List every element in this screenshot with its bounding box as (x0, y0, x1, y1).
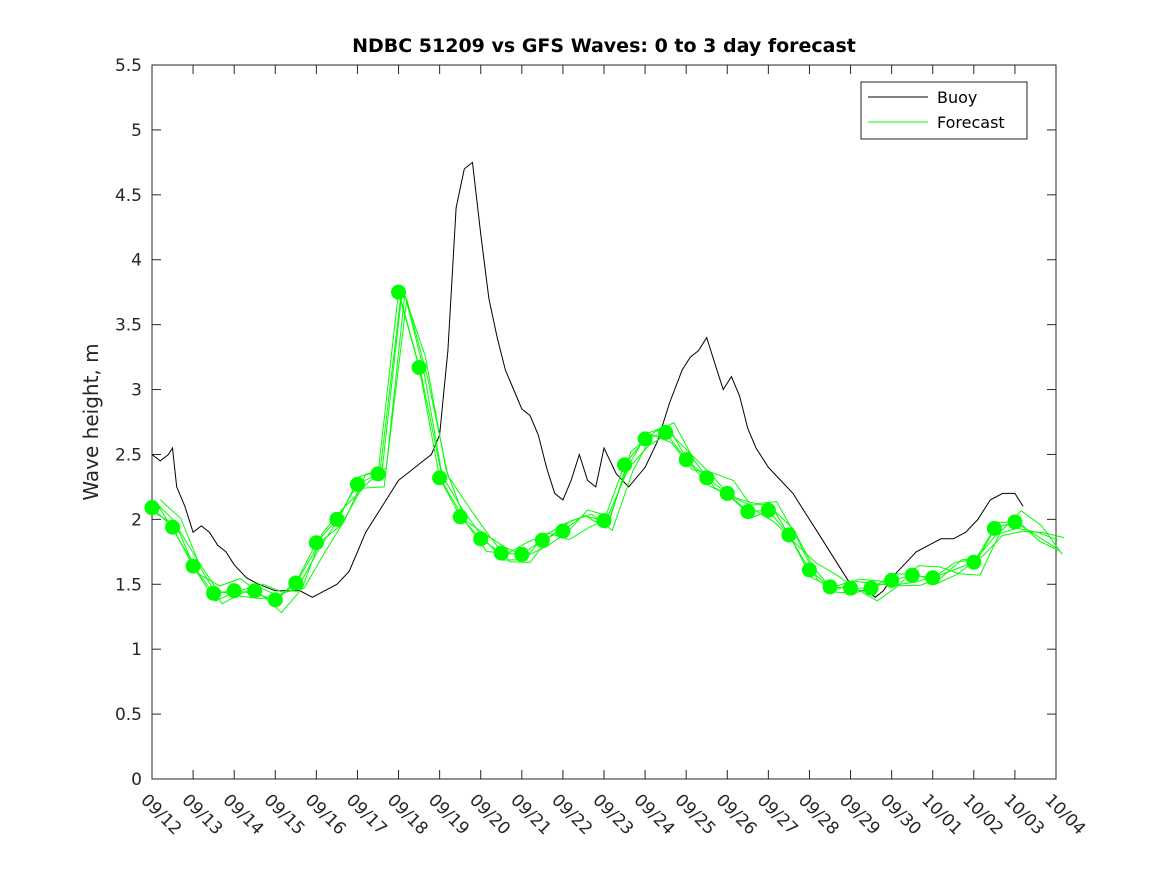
forecast-marker (760, 502, 776, 518)
forecast-marker (165, 519, 181, 535)
forecast-marker (473, 531, 489, 547)
forecast-marker (349, 476, 365, 492)
y-tick-label: 4.5 (115, 186, 142, 206)
forecast-marker (884, 572, 900, 588)
forecast-marker (822, 579, 838, 595)
forecast-marker (411, 359, 427, 375)
y-tick-label: 1 (131, 640, 142, 660)
forecast-marker (986, 520, 1002, 536)
forecast-marker (247, 583, 263, 599)
forecast-marker (801, 562, 817, 578)
legend: Buoy Forecast (860, 81, 1028, 140)
y-tick-label: 0 (131, 770, 142, 790)
forecast-markers (144, 284, 1023, 608)
axes-box (151, 64, 1057, 780)
forecast-marker (493, 545, 509, 561)
y-tick-label: 2.5 (115, 445, 142, 465)
series-line-forecast-cycle (153, 298, 1059, 602)
y-tick-label: 0.5 (115, 705, 142, 725)
y-tick-label: 4 (131, 251, 142, 271)
y-tick-label: 5 (131, 121, 142, 141)
forecast-marker (432, 470, 448, 486)
y-axis: 0 0.5 1 1.5 2 2.5 3 3.5 4 4.5 5 5.5 (115, 56, 1056, 790)
legend-label-forecast: Forecast (937, 113, 1005, 132)
forecast-marker (267, 592, 283, 608)
legend-label-buoy: Buoy (937, 88, 977, 107)
forecast-marker (863, 580, 879, 596)
forecast-marker (308, 535, 324, 551)
forecast-marker (925, 570, 941, 586)
forecast-marker (226, 583, 242, 599)
y-tick-label: 3.5 (115, 316, 142, 336)
forecast-marker (904, 567, 920, 583)
forecast-marker (843, 580, 859, 596)
forecast-marker (719, 485, 735, 501)
forecast-marker (370, 466, 386, 482)
forecast-marker (637, 431, 653, 447)
y-tick-label: 3 (131, 381, 142, 401)
chart-title: NDBC 51209 vs GFS Waves: 0 to 3 day fore… (352, 35, 856, 57)
plot-area (151, 64, 1057, 780)
forecast-marker (391, 284, 407, 300)
forecast-marker (658, 424, 674, 440)
forecast-marker (329, 511, 345, 527)
forecast-marker (185, 558, 201, 574)
forecast-marker (144, 500, 160, 516)
forecast-marker (452, 509, 468, 525)
y-tick-label: 2 (131, 510, 142, 530)
forecast-marker (781, 527, 797, 543)
y-tick-label: 5.5 (115, 56, 142, 76)
forecast-marker (699, 470, 715, 486)
forecast-marker (534, 532, 550, 548)
forecast-marker (678, 452, 694, 468)
legend-box (860, 81, 1028, 140)
forecast-marker (740, 504, 756, 520)
forecast-marker (206, 585, 222, 601)
forecast-marker (617, 457, 633, 473)
forecast-marker (596, 513, 612, 529)
forecast-marker (288, 575, 304, 591)
y-tick-label: 1.5 (115, 575, 142, 595)
series-line-forecast-cycle (159, 299, 1065, 605)
y-axis-label: Wave height, m (79, 343, 103, 500)
forecast-marker (1007, 514, 1023, 530)
forecast-marker (555, 523, 571, 539)
forecast-marker (966, 554, 982, 570)
forecast-marker (514, 546, 530, 562)
